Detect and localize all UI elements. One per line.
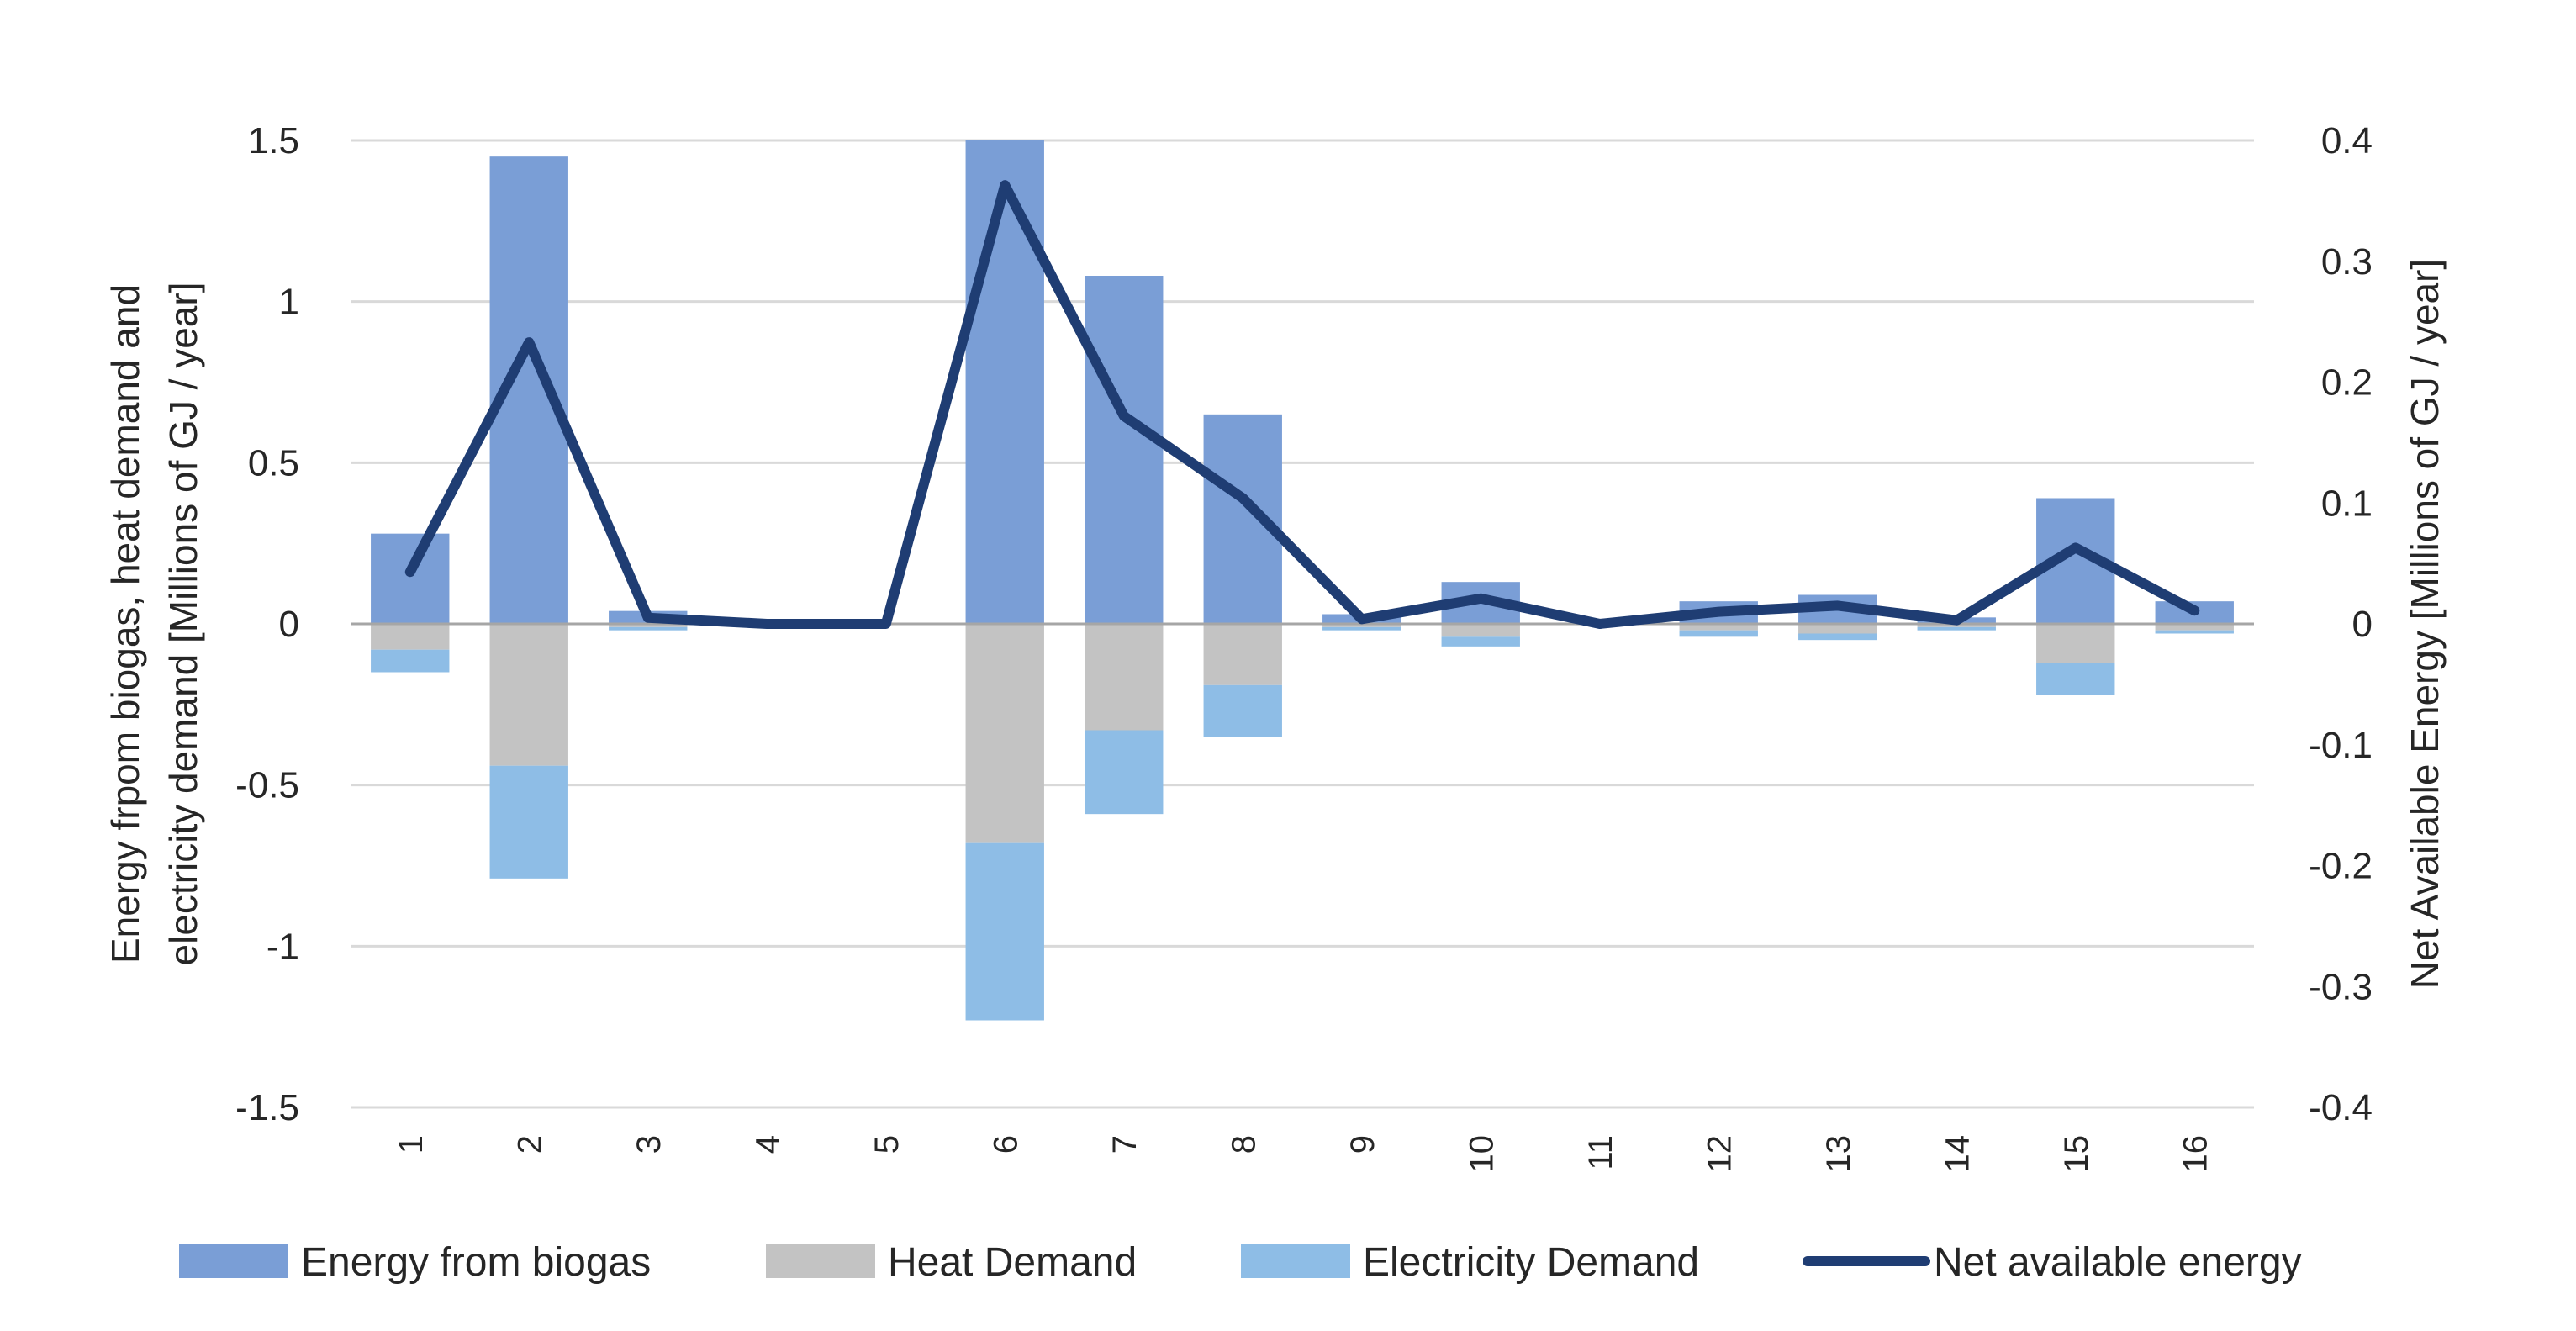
y-left-tick-label: -1.5: [235, 1087, 299, 1128]
y-left-axis-title: electricity demand [Millions of GJ / yea…: [161, 283, 205, 966]
bar-2-1: [371, 624, 450, 650]
title-layer: Energy frpom biogas, heat demand and elec…: [103, 259, 2447, 989]
bar-3-9: [1322, 626, 1401, 631]
y-left-tick-label: 1: [279, 282, 299, 323]
x-tick-label: 3: [631, 1135, 668, 1154]
grid-layer: [351, 139, 2254, 1109]
bar-2-10: [1441, 624, 1520, 637]
tick-layer: 1.5 1 0.5 0 -0.5 -1 -1.5 0.4 0.3 0.2 0.1 0 -0.1 -0.2 -…: [235, 120, 2373, 1173]
bar-2-9: [1322, 624, 1401, 627]
x-tick-label: 6: [987, 1135, 1024, 1154]
x-tick-label: 5: [868, 1135, 905, 1154]
bar-3-3: [609, 626, 688, 631]
y-left-tick-label: 0.5: [248, 442, 299, 483]
legend-swatch-2: [766, 1244, 875, 1278]
bar-3-1: [371, 649, 450, 673]
x-tick-label: 13: [1820, 1135, 1857, 1173]
series-line-net-available-energy: [404, 180, 2200, 629]
x-tick-label: 1: [393, 1135, 430, 1154]
x-tick-label: 10: [1463, 1135, 1500, 1173]
y-left-tick-label: 0: [279, 604, 299, 645]
x-tick-label: 16: [2177, 1135, 2214, 1173]
bar-3-8: [1203, 684, 1282, 737]
y-right-tick-label: -0.1: [2309, 725, 2373, 766]
bar-3-14: [1917, 626, 1996, 631]
y-right-tick-label: 0.3: [2321, 241, 2373, 283]
bar-2-13: [1798, 624, 1877, 634]
y-right-tick-label: -0.4: [2309, 1087, 2373, 1128]
bar-2-12: [1679, 624, 1758, 631]
x-tick-label: 9: [1344, 1135, 1381, 1154]
bar-3-16: [2155, 630, 2234, 634]
legend-swatch-3: [1241, 1244, 1350, 1278]
bar-3-15: [2036, 663, 2115, 695]
bar-1-7: [1085, 276, 1164, 624]
y-right-tick-label: 0.1: [2321, 483, 2373, 524]
legend-label: Net available energy: [1934, 1240, 2302, 1285]
bar-2-14: [1917, 624, 1996, 627]
legend-layer: Energy from biogas Heat Demand Electricity…: [179, 1240, 2302, 1285]
legend-label: Energy from biogas: [301, 1240, 651, 1285]
bar-2-15: [2036, 624, 2115, 663]
x-tick-label: 7: [1106, 1135, 1143, 1154]
bar-1-6: [965, 140, 1044, 624]
bar-2-3: [609, 624, 688, 627]
bar-3-12: [1679, 630, 1758, 637]
y-right-tick-label: -0.3: [2309, 966, 2373, 1007]
y-right-axis-title: Net Available Energy [Millions of GJ / y…: [2403, 259, 2447, 989]
bar-3-2: [489, 765, 568, 879]
x-tick-label: 8: [1225, 1135, 1262, 1154]
bar-1-1: [371, 533, 450, 624]
bar-2-16: [2155, 624, 2234, 631]
bar-2-2: [489, 624, 568, 766]
y-left-tick-label: 1.5: [248, 120, 299, 161]
legend-label: Electricity Demand: [1363, 1240, 1699, 1285]
legend-swatch-1: [179, 1244, 288, 1278]
x-tick-label: 4: [749, 1135, 786, 1154]
bar-2-7: [1085, 624, 1164, 731]
y-left-tick-label: -1: [267, 926, 299, 967]
x-tick-label: 12: [1701, 1135, 1738, 1173]
x-tick-label: 11: [1582, 1135, 1619, 1170]
x-tick-label: 15: [2058, 1135, 2095, 1173]
y-right-tick-label: -0.2: [2309, 846, 2373, 887]
x-tick-label: 2: [511, 1135, 548, 1154]
y-right-tick-label: 0.4: [2321, 120, 2373, 161]
bar-layer: [371, 140, 2234, 1021]
y-right-tick-label: 0.2: [2321, 362, 2373, 404]
line-layer: [404, 180, 2200, 629]
bar-3-7: [1085, 730, 1164, 815]
x-tick-label: 14: [1939, 1135, 1976, 1173]
bar-3-10: [1441, 636, 1520, 647]
y-left-axis-title: Energy frpom biogas, heat demand and: [103, 284, 147, 964]
y-left-tick-label: -0.5: [235, 765, 299, 806]
bar-2-6: [965, 624, 1044, 843]
bar-2-8: [1203, 624, 1282, 685]
bar-3-6: [965, 842, 1044, 1021]
legend-label: Heat Demand: [888, 1240, 1137, 1285]
bar-3-13: [1798, 633, 1877, 641]
y-right-tick-label: 0: [2352, 604, 2373, 645]
